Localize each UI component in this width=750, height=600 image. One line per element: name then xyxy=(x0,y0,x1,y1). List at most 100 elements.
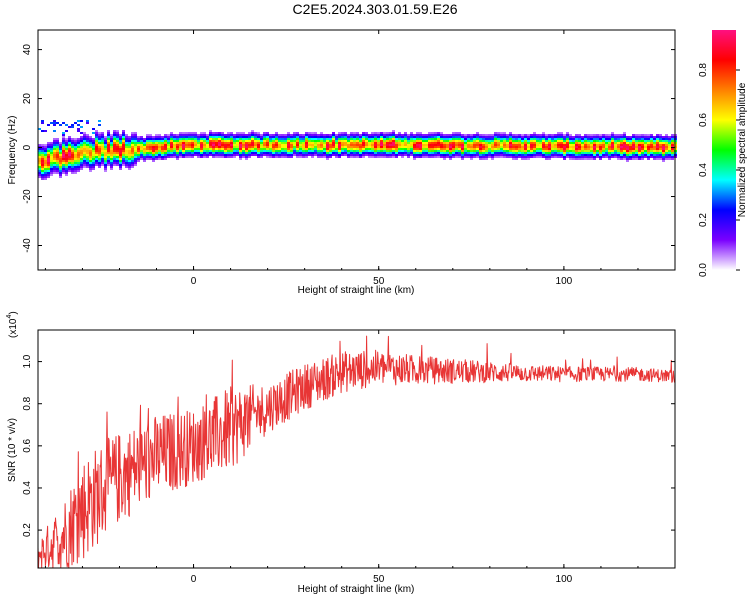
spectrogram-cell xyxy=(593,136,596,138)
spectrogram-cell xyxy=(452,146,455,148)
spectrogram-cell xyxy=(449,140,452,142)
spectrogram-cell xyxy=(590,144,593,146)
spectrogram-cell xyxy=(230,152,233,154)
spectrogram-cell xyxy=(404,136,407,138)
spectrogram-cell xyxy=(608,138,611,140)
spectrogram-cell xyxy=(77,148,80,150)
spectrogram-cell xyxy=(143,138,146,140)
spectrogram-cell xyxy=(278,144,281,146)
spectrogram-cell xyxy=(518,156,521,158)
spectrogram-cell xyxy=(242,138,245,140)
spectrogram-cell xyxy=(50,142,53,144)
spectrogram-cell xyxy=(422,154,425,156)
spectrogram-cell xyxy=(521,148,524,150)
spectrogram-cell xyxy=(350,134,353,136)
spectrogram-cell xyxy=(356,156,359,158)
spectrogram-cell xyxy=(110,146,113,148)
spectrogram-cell xyxy=(230,154,233,156)
spectrogram-cell xyxy=(617,142,620,144)
snr-multiplier-exp: 4 xyxy=(6,315,13,319)
spectrogram-cell xyxy=(266,138,269,140)
spectrogram-cell xyxy=(179,144,182,146)
spectrogram-cell xyxy=(248,148,251,150)
spectrogram-cell xyxy=(365,140,368,142)
spectrogram-cell xyxy=(521,144,524,146)
spectrogram-cell xyxy=(146,156,149,158)
spectrogram-cell xyxy=(515,138,518,140)
spectrogram-cell xyxy=(191,136,194,138)
spectrogram-cell xyxy=(515,140,518,142)
spectrogram-cell xyxy=(227,156,230,158)
spectrogram-cell xyxy=(467,138,470,140)
spectrogram-cell xyxy=(149,136,152,138)
spectrogram-cell xyxy=(305,140,308,142)
spectrogram-cell xyxy=(548,144,551,146)
spectrogram-cell xyxy=(194,136,197,138)
spectrogram-cell xyxy=(605,136,608,138)
spectrogram-cell xyxy=(101,140,104,142)
spectrogram-cell xyxy=(239,140,242,142)
spectrogram-cell xyxy=(650,148,653,150)
spectrogram-cell xyxy=(560,154,563,156)
spectrogram-cell xyxy=(170,152,173,154)
spectrogram-cell xyxy=(659,142,662,144)
spectrogram-cell xyxy=(329,136,332,138)
spectrogram-cell xyxy=(455,148,458,150)
spectrogram-cell xyxy=(119,160,122,162)
spectrogram-cell xyxy=(134,152,137,154)
spectrogram-cell xyxy=(449,150,452,152)
spectrogram-cell xyxy=(290,140,293,142)
spectrogram-cell xyxy=(353,150,356,152)
spectrogram-cell xyxy=(299,142,302,144)
spectrogram-cell xyxy=(440,134,443,136)
spectrogram-cell xyxy=(446,148,449,150)
spectrogram-cell xyxy=(431,146,434,148)
spectrogram-cell xyxy=(134,134,137,136)
spectrogram-cell xyxy=(470,134,473,136)
spectrogram-cell xyxy=(545,146,548,148)
spectrogram-cell xyxy=(551,144,554,146)
spectrogram-cell xyxy=(653,152,656,154)
spectrogram-cell xyxy=(578,158,581,160)
spectrogram-cell xyxy=(203,132,206,134)
spectrogram-cell xyxy=(44,152,47,154)
spectrogram-cell xyxy=(212,146,215,148)
spectrogram-cell xyxy=(38,148,41,150)
spectrogram-cell xyxy=(107,156,110,158)
spectrogram-cell xyxy=(98,160,101,162)
spectrogram-cell xyxy=(581,140,584,142)
spectrogram-cell xyxy=(590,154,593,156)
spectrogram-cell xyxy=(575,138,578,140)
spectrogram-cell xyxy=(626,146,629,148)
spectrogram-cell xyxy=(569,146,572,148)
spectrogram-cell xyxy=(518,152,521,154)
spectrogram-cell xyxy=(206,134,209,136)
spectrogram-cell xyxy=(650,134,653,136)
spectrogram-cell xyxy=(170,144,173,146)
spectrogram-cell xyxy=(581,142,584,144)
spectrogram-cell xyxy=(86,156,89,158)
spectrogram-cell xyxy=(197,140,200,142)
spectrogram-cell xyxy=(83,132,86,134)
spectrogram-cell xyxy=(635,150,638,152)
spectrogram-cell xyxy=(248,144,251,146)
spectrogram-cell xyxy=(143,154,146,156)
spectrogram-cell xyxy=(365,142,368,144)
spectrogram-cell xyxy=(281,150,284,152)
spectrogram-cell xyxy=(485,138,488,140)
spectrogram-cell xyxy=(404,150,407,152)
spectrogram-cell xyxy=(458,156,461,158)
spectrogram-cell xyxy=(149,156,152,158)
spectrogram-cell xyxy=(56,138,59,140)
spectrogram-cell xyxy=(470,154,473,156)
spectrogram-cell xyxy=(599,158,602,160)
spectrogram-cell xyxy=(302,148,305,150)
spectrogram-cell xyxy=(116,144,119,146)
spectrogram-cell xyxy=(461,144,464,146)
spectrogram-cell xyxy=(206,140,209,142)
spectrogram-cell xyxy=(599,150,602,152)
spectrogram-cell xyxy=(203,152,206,154)
spectrogram-cell xyxy=(56,168,59,170)
spectrogram-cell xyxy=(272,142,275,144)
spectrogram-cell xyxy=(485,156,488,158)
